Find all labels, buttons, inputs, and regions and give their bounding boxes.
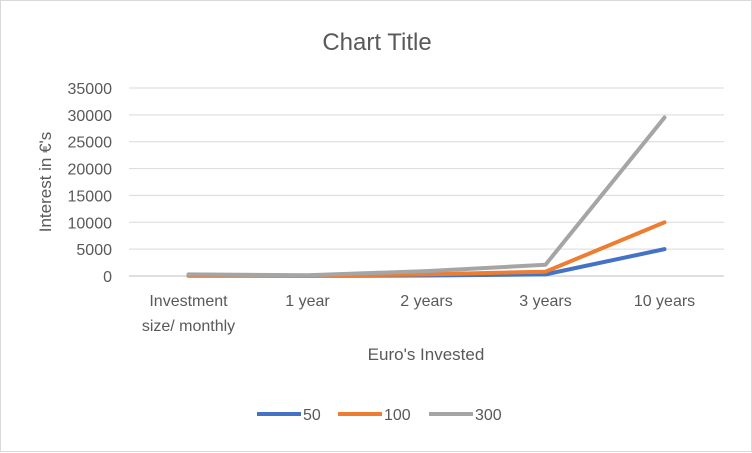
x-axis-label: Euro's Invested [368, 345, 485, 364]
legend-label-100: 100 [384, 407, 411, 424]
gridlines [129, 87, 724, 277]
series-line-300 [186, 115, 667, 278]
y-tick-label: 35000 [68, 81, 113, 98]
y-tick-label: 0 [103, 269, 112, 286]
y-axis-label: Interest in €'s [36, 132, 55, 233]
y-tick-label: 25000 [68, 135, 113, 152]
x-tick-label: 10 years [634, 293, 695, 310]
series-lines [186, 115, 667, 278]
y-axis-ticks: 0 5000 10000 15000 20000 25000 30000 35000 [68, 81, 113, 286]
legend-label-300: 300 [475, 407, 502, 424]
y-tick-label: 30000 [68, 108, 113, 125]
x-tick-label: size/ monthly [142, 318, 235, 335]
x-tick-label: 1 year [285, 293, 330, 310]
y-tick-label: 5000 [76, 242, 112, 259]
y-tick-label: 10000 [68, 215, 113, 232]
x-tick-label: Investment [149, 293, 228, 310]
y-tick-label: 20000 [68, 162, 113, 179]
y-tick-label: 15000 [68, 188, 113, 205]
x-tick-label: 3 years [519, 293, 571, 310]
legend-label-50: 50 [303, 407, 321, 424]
x-axis-ticks: Investment size/ monthly 1 year 2 years 3 ye… [142, 293, 695, 335]
chart-title: Chart Title [322, 29, 431, 56]
x-tick-label: 2 years [400, 293, 452, 310]
legend: 50 100 300 [257, 407, 502, 424]
